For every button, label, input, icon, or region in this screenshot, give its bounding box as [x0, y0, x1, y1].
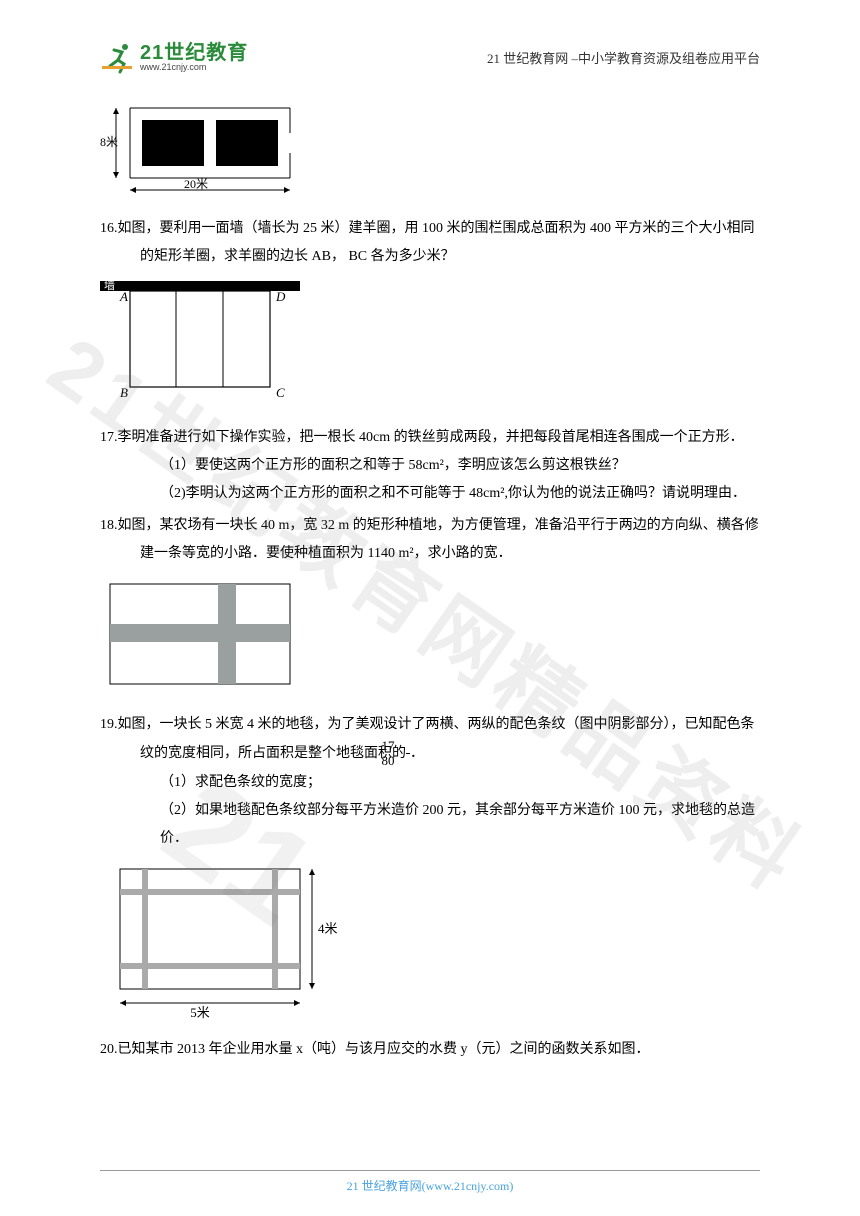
page-header: 21世纪教育 www.21cnjy.com 21 世纪教育网 –中小学教育资源及… — [100, 40, 760, 74]
question-18: 18.如图，某农场有一块长 40 m，宽 32 m 的矩形种植地，为方便管理，准… — [100, 512, 760, 705]
svg-text:5米: 5米 — [190, 1005, 210, 1019]
question-17: 17.李明准备进行如下操作实验，把一根长 40cm 的铁丝剪成两段，并把每段首尾… — [100, 424, 760, 508]
q19-text-b: ． — [410, 746, 424, 761]
q17-text: 17.李明准备进行如下操作实验，把一根长 40cm 的铁丝剪成两段，并把每段首尾… — [100, 424, 760, 452]
svg-text:20米: 20米 — [184, 177, 208, 191]
question-20: 20.已知某市 2013 年企业用水量 x（吨）与该月应交的水费 y（元）之间的… — [100, 1036, 760, 1064]
runner-icon — [100, 40, 134, 74]
svg-text:B: B — [120, 385, 128, 400]
logo-url: www.21cnjy.com — [140, 63, 248, 72]
fig-18 — [100, 574, 760, 705]
question-19: 19.如图，一块长 5 米宽 4 米的地毯，为了美观设计了两横、两纵的配色条纹（… — [100, 711, 760, 1030]
q19-sub1: （1）求配色条纹的宽度； — [100, 769, 760, 797]
q20-text: 20.已知某市 2013 年企业用水量 x（吨）与该月应交的水费 y（元）之间的… — [100, 1036, 760, 1064]
fig-19: 4米 5米 — [100, 859, 760, 1030]
q18-text: 18.如图，某农场有一块长 40 m，宽 32 m 的矩形种植地，为方便管理，准… — [100, 512, 760, 568]
q17-sub1: （1）要使这两个正方形的面积之和等于 58cm²，李明应该怎么剪这根铁丝？ — [100, 452, 760, 480]
logo-title: 21世纪教育 — [140, 43, 248, 63]
svg-text:D: D — [275, 289, 286, 304]
logo-text: 21世纪教育 www.21cnjy.com — [140, 43, 248, 72]
fig-16: 墙 A D B C — [100, 277, 760, 418]
header-right-text: 21 世纪教育网 –中小学教育资源及组卷应用平台 — [487, 48, 760, 67]
q19-sub2: （2）如果地毯配色条纹部分每平方米造价 200 元，其余部分每平方米造价 100… — [100, 797, 760, 853]
svg-text:墙: 墙 — [104, 278, 115, 292]
content: 8米 20米 16.如图，要利用一面墙（墙长为 25 米）建羊圈，用 100 米… — [100, 98, 760, 1064]
svg-text:8米: 8米 — [100, 135, 118, 149]
q16-text: 16.如图，要利用一面墙（墙长为 25 米）建羊圈，用 100 米的围栏围成总面… — [100, 215, 760, 271]
q19-text: 19.如图，一块长 5 米宽 4 米的地毯，为了美观设计了两横、两纵的配色条纹（… — [100, 711, 760, 769]
logo: 21世纪教育 www.21cnjy.com — [100, 40, 248, 74]
q19-text-a: 19.如图，一块长 5 米宽 4 米的地毯，为了美观设计了两横、两纵的配色条纹（… — [100, 717, 755, 761]
svg-text:A: A — [119, 289, 128, 304]
svg-text:4米: 4米 — [318, 921, 338, 936]
fig-15: 8米 20米 — [100, 98, 760, 209]
question-16: 16.如图，要利用一面墙（墙长为 25 米）建羊圈，用 100 米的围栏围成总面… — [100, 215, 760, 418]
page-footer: 21 世纪教育网(www.21cnjy.com) — [100, 1170, 760, 1194]
q17-sub2: （2)李明认为这两个正方形的面积之和不可能等于 48cm²,你认为他的说法正确吗… — [100, 480, 760, 508]
svg-text:C: C — [276, 385, 285, 400]
